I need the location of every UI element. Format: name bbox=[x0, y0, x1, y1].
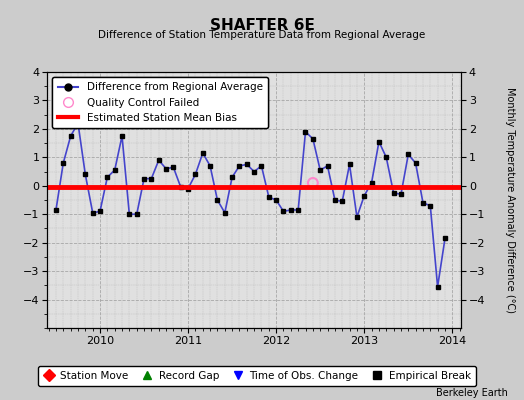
Y-axis label: Monthly Temperature Anomaly Difference (°C): Monthly Temperature Anomaly Difference (… bbox=[505, 87, 515, 313]
Text: Difference of Station Temperature Data from Regional Average: Difference of Station Temperature Data f… bbox=[99, 30, 425, 40]
Point bbox=[309, 180, 317, 186]
Text: SHAFTER 6E: SHAFTER 6E bbox=[210, 18, 314, 33]
Text: Berkeley Earth: Berkeley Earth bbox=[436, 388, 508, 398]
Legend: Station Move, Record Gap, Time of Obs. Change, Empirical Break: Station Move, Record Gap, Time of Obs. C… bbox=[38, 366, 476, 386]
Legend: Difference from Regional Average, Quality Control Failed, Estimated Station Mean: Difference from Regional Average, Qualit… bbox=[52, 77, 268, 128]
